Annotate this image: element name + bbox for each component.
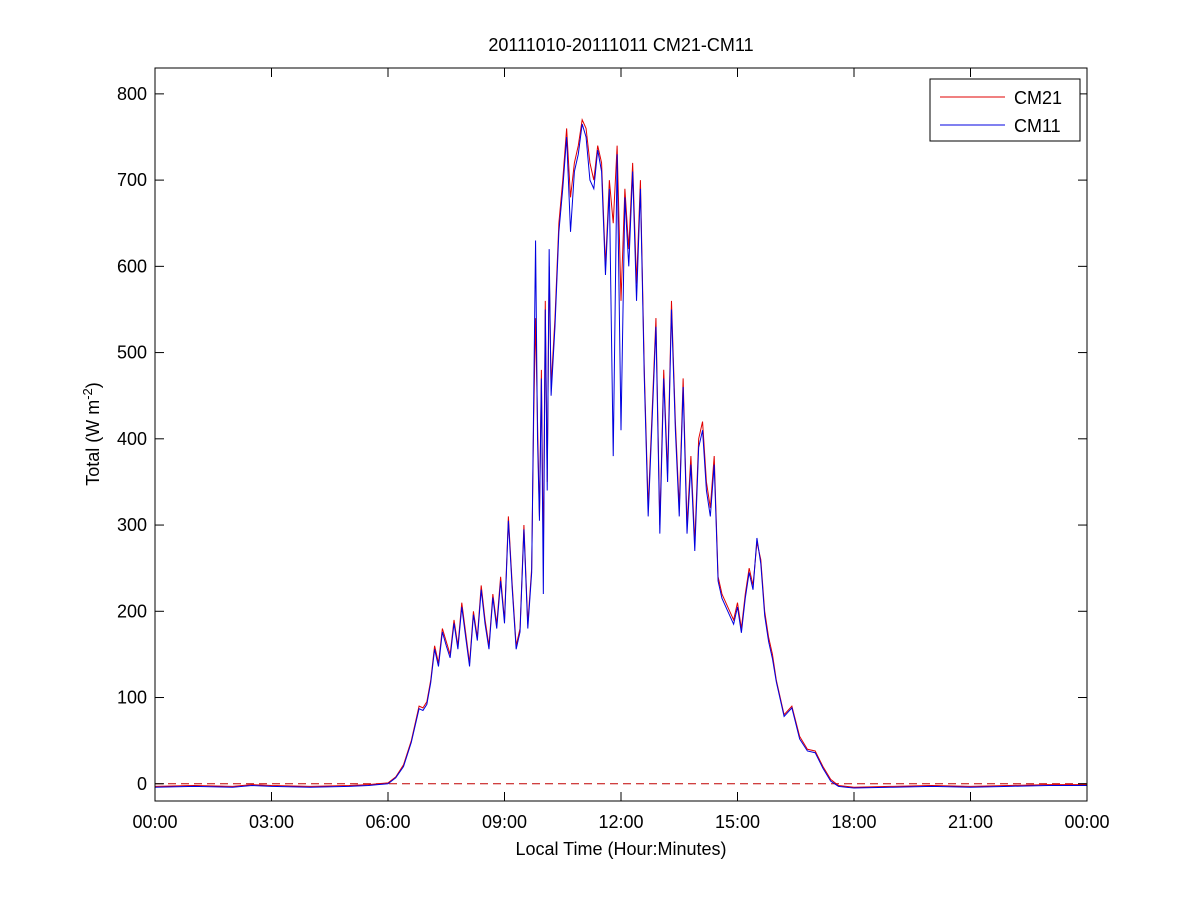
x-tick-label: 09:00 <box>482 812 527 832</box>
y-axis-label-superscript: -2 <box>80 388 95 400</box>
x-tick-label: 21:00 <box>948 812 993 832</box>
x-axis-label: Local Time (Hour:Minutes) <box>515 839 726 859</box>
legend-box <box>929 78 1081 142</box>
x-tick-label: 12:00 <box>598 812 643 832</box>
x-tick-label: 00:00 <box>132 812 177 832</box>
y-tick-label: 200 <box>117 601 147 621</box>
x-tick-label: 06:00 <box>365 812 410 832</box>
series-layer <box>154 117 1087 789</box>
y-tick-label: 300 <box>117 515 147 535</box>
plot-background <box>155 68 1087 801</box>
x-tick-label: 00:00 <box>1064 812 1109 832</box>
legend-label-cm21: CM21 <box>1014 88 1062 108</box>
y-tick-label: 700 <box>117 170 147 190</box>
x-tick-label: 15:00 <box>715 812 760 832</box>
y-tick-label: 400 <box>117 429 147 449</box>
y-tick-label: 500 <box>117 343 147 363</box>
y-tick-label: 100 <box>117 688 147 708</box>
legend-label-cm11: CM11 <box>1014 116 1061 136</box>
y-tick-label: 0 <box>137 774 147 794</box>
legend: CM21 CM11 <box>929 78 1081 142</box>
y-axis-label: Total (W m-2) <box>80 382 103 486</box>
y-axis-label-base: Total (W m <box>83 400 103 486</box>
x-axis: 00:00 03:00 06:00 09:00 12:00 15:00 18:00 21:00… <box>132 68 1110 832</box>
series-line-cm11 <box>154 123 1087 789</box>
y-axis-label-end: ) <box>83 382 103 388</box>
plot-area: 00:00 03:00 06:00 09:00 12:00 15:00 18:00 21:00… <box>117 67 1110 832</box>
y-tick-label: 800 <box>117 84 147 104</box>
x-tick-label: 18:00 <box>831 812 876 832</box>
y-axis: 0 100 200 300 400 500 600 700 800 <box>117 84 1087 794</box>
x-tick-label: 03:00 <box>249 812 294 832</box>
y-tick-label: 600 <box>117 256 147 276</box>
chart-title: 20111010-20111011 CM21-CM11 <box>488 35 753 55</box>
